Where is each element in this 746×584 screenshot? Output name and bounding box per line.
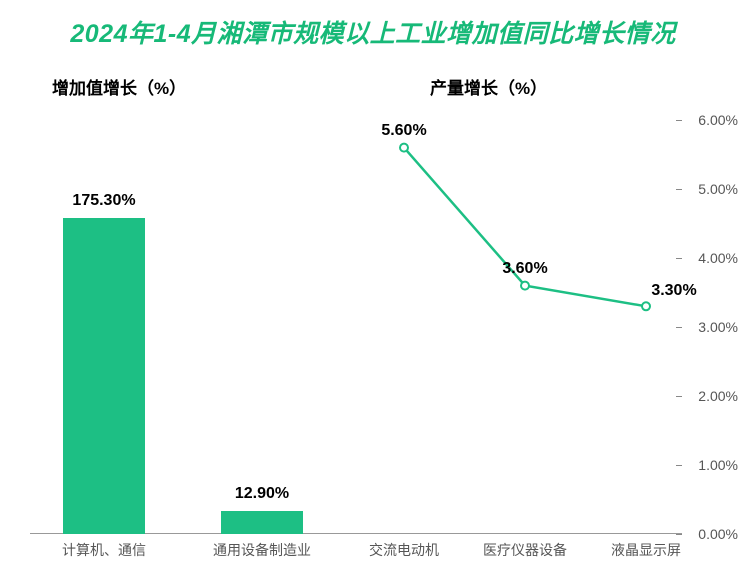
bar-value-label-0: 175.30% (72, 192, 135, 210)
line-marker-1 (521, 282, 529, 290)
y-axis-tick-label-2: 2.00% (698, 388, 738, 404)
plot-area: 175.30%计算机、通信12.90%通用设备制造业 5.60%交流电动机3.6… (0, 120, 746, 534)
line-marker-2 (642, 302, 650, 310)
y-axis-tick-label-1: 1.00% (698, 457, 738, 473)
bar-1 (221, 511, 303, 534)
line-value-label-1: 3.60% (502, 260, 547, 278)
bar-chart: 175.30%计算机、通信12.90%通用设备制造业 (30, 120, 330, 534)
y-axis-tick-5 (676, 189, 682, 190)
line-chart: 5.60%交流电动机3.60%医疗仪器设备3.30%液晶显示屏 (360, 120, 676, 534)
y-axis-tick-3 (676, 327, 682, 328)
subtitle-right: 产量增长（%） (430, 74, 547, 99)
y-axis-tick-0 (676, 534, 682, 535)
y-axis-tick-label-4: 4.00% (698, 250, 738, 266)
line-value-label-0: 5.60% (381, 122, 426, 140)
y-axis-tick-2 (676, 396, 682, 397)
bar-category-label-1: 通用设备制造业 (213, 540, 311, 560)
subtitle-left: 增加值增长（%） (52, 74, 186, 99)
y-axis-tick-label-6: 6.00% (698, 112, 738, 128)
line-category-label-1: 医疗仪器设备 (483, 540, 567, 560)
y-axis-tick-label-5: 5.00% (698, 181, 738, 197)
line-marker-0 (400, 144, 408, 152)
bar-value-label-1: 12.90% (235, 485, 289, 503)
bar-category-label-0: 计算机、通信 (62, 540, 146, 560)
bar-0 (63, 218, 145, 534)
y-axis-tick-label-0: 0.00% (698, 526, 738, 542)
y-axis-tick-1 (676, 465, 682, 466)
line-value-label-2: 3.30% (651, 282, 696, 300)
y-axis-tick-label-3: 3.00% (698, 319, 738, 335)
line-category-label-2: 液晶显示屏 (611, 540, 681, 560)
line-category-label-0: 交流电动机 (369, 540, 439, 560)
chart-title: 2024年1-4月湘潭市规模以上工业增加值同比增长情况 (0, 0, 746, 56)
y-axis-tick-4 (676, 258, 682, 259)
line-path-svg (360, 120, 676, 534)
y-axis-tick-6 (676, 120, 682, 121)
